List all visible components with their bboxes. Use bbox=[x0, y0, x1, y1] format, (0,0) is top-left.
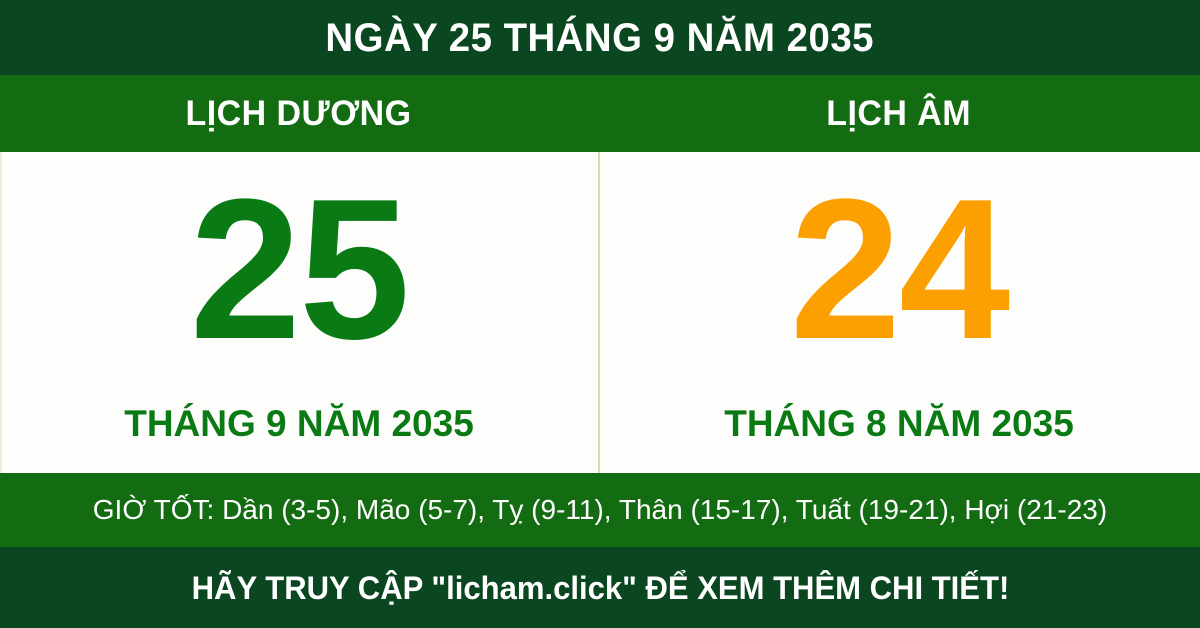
lunar-day-number: 24 bbox=[789, 158, 1010, 381]
lunar-calendar-label: LỊCH ÂM bbox=[826, 94, 972, 133]
lunar-date-panel: 24 THÁNG 8 NĂM 2035 bbox=[598, 152, 1200, 473]
footer-cta-text: HÃY TRUY CẬP "licham.click" ĐỂ XEM THÊM … bbox=[191, 569, 1009, 606]
calendar-panels: 25 THÁNG 9 NĂM 2035 24 THÁNG 8 NĂM 2035 bbox=[0, 152, 1200, 473]
solar-calendar-label: LỊCH DƯƠNG bbox=[185, 94, 413, 133]
solar-day-number: 25 bbox=[189, 158, 410, 381]
footer-cta-bar: HÃY TRUY CẬP "licham.click" ĐỂ XEM THÊM … bbox=[0, 547, 1200, 628]
good-hours-band: GIỜ TỐT: Dần (3-5), Mão (5-7), Tỵ (9-11)… bbox=[0, 473, 1200, 547]
panel-divider bbox=[598, 152, 600, 473]
solar-month-year: THÁNG 9 NĂM 2035 bbox=[124, 403, 474, 444]
column-header-band: LỊCH DƯƠNG LỊCH ÂM bbox=[0, 75, 1200, 152]
solar-date-panel: 25 THÁNG 9 NĂM 2035 bbox=[0, 152, 598, 473]
lunar-month-year: THÁNG 8 NĂM 2035 bbox=[724, 403, 1074, 444]
page-title: NGÀY 25 THÁNG 9 NĂM 2035 bbox=[325, 15, 875, 60]
header-title-bar: NGÀY 25 THÁNG 9 NĂM 2035 bbox=[0, 0, 1200, 75]
panel-left-edge bbox=[0, 152, 2, 473]
column-header-solar: LỊCH DƯƠNG bbox=[0, 75, 598, 152]
good-hours-text: GIỜ TỐT: Dần (3-5), Mão (5-7), Tỵ (9-11)… bbox=[92, 494, 1108, 525]
column-header-lunar: LỊCH ÂM bbox=[598, 75, 1200, 152]
